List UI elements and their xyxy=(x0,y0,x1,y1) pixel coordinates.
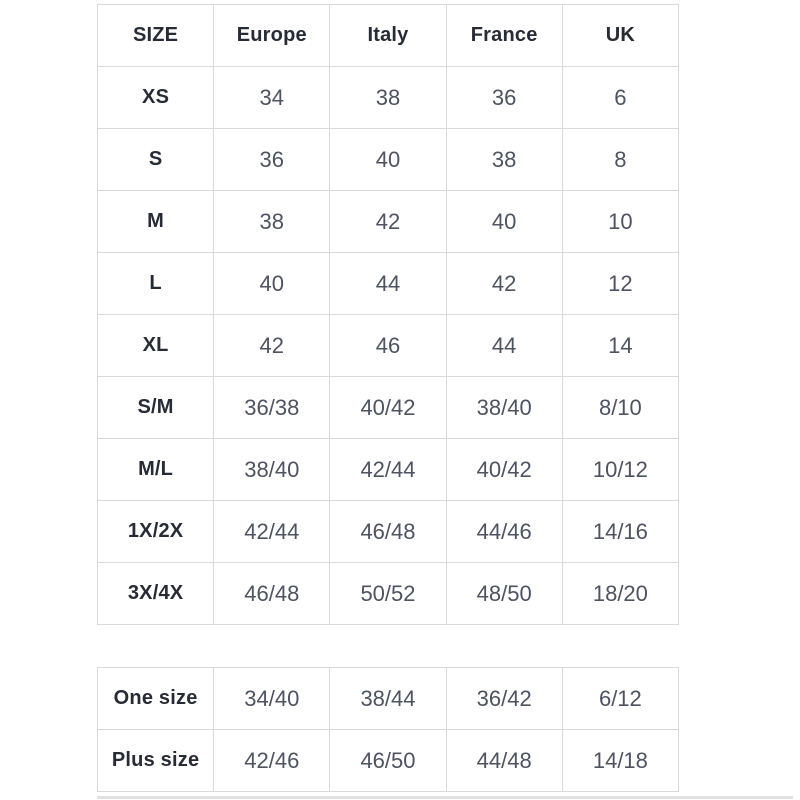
column-header-france: France xyxy=(445,4,563,67)
table-body: One size 34/40 38/44 36/42 6/12 Plus size 42/4… xyxy=(96,667,680,792)
size-conversion-table: SIZE Europe Italy France UK XS 34 38 36 6 S 36 40 38… xyxy=(96,4,680,625)
special-sizes-table: One size 34/40 38/44 36/42 6/12 Plus size 42/4… xyxy=(96,667,680,792)
size-value-cell: 8 xyxy=(561,128,680,191)
size-label: One size xyxy=(96,667,215,730)
size-value-cell: 36/42 xyxy=(445,667,563,730)
table-row: 3X/4X 46/48 50/52 48/50 18/20 xyxy=(96,562,680,625)
table-row: One size 34/40 38/44 36/42 6/12 xyxy=(96,667,680,730)
size-value-cell: 6/12 xyxy=(561,667,680,730)
size-value-cell: 38/40 xyxy=(213,438,331,501)
size-value-cell: 42 xyxy=(213,314,331,377)
size-value-cell: 42/44 xyxy=(329,438,447,501)
size-value-cell: 14/18 xyxy=(561,729,680,792)
size-value-cell: 36/38 xyxy=(213,376,331,439)
size-value-cell: 38 xyxy=(445,128,563,191)
size-value-cell: 38/40 xyxy=(445,376,563,439)
size-label: XL xyxy=(96,314,215,377)
size-label: 3X/4X xyxy=(96,562,215,625)
table-row: M 38 42 40 10 xyxy=(96,190,680,253)
size-value-cell: 42/44 xyxy=(213,500,331,563)
size-value-cell: 18/20 xyxy=(561,562,680,625)
size-value-cell: 42/46 xyxy=(213,729,331,792)
table-row: S 36 40 38 8 xyxy=(96,128,680,191)
size-value-cell: 44 xyxy=(329,252,447,315)
size-value-cell: 14/16 xyxy=(561,500,680,563)
table-row: L 40 44 42 12 xyxy=(96,252,680,315)
table-body: XS 34 38 36 6 S 36 40 38 8 M 38 42 40 10 L 40 44 42 12 XL 42 4… xyxy=(96,66,680,625)
size-value-cell: 44 xyxy=(445,314,563,377)
table-row: M/L 38/40 42/44 40/42 10/12 xyxy=(96,438,680,501)
size-value-cell: 8/10 xyxy=(561,376,680,439)
table-row: 1X/2X 42/44 46/48 44/46 14/16 xyxy=(96,500,680,563)
size-value-cell: 14 xyxy=(561,314,680,377)
size-value-cell: 34 xyxy=(213,66,331,129)
table-header: SIZE Europe Italy France UK xyxy=(96,4,680,67)
column-header-europe: Europe xyxy=(213,4,331,67)
size-value-cell: 40 xyxy=(213,252,331,315)
size-value-cell: 46/50 xyxy=(329,729,447,792)
size-value-cell: 38/44 xyxy=(329,667,447,730)
table-row: XS 34 38 36 6 xyxy=(96,66,680,129)
size-value-cell: 46 xyxy=(329,314,447,377)
size-label: M/L xyxy=(96,438,215,501)
size-value-cell: 12 xyxy=(561,252,680,315)
size-value-cell: 36 xyxy=(213,128,331,191)
column-header-uk: UK xyxy=(561,4,680,67)
header-row: SIZE Europe Italy France UK xyxy=(96,4,680,67)
size-value-cell: 40 xyxy=(445,190,563,253)
column-header-italy: Italy xyxy=(329,4,447,67)
size-value-cell: 6 xyxy=(561,66,680,129)
size-label: L xyxy=(96,252,215,315)
size-label: S/M xyxy=(96,376,215,439)
size-value-cell: 42 xyxy=(445,252,563,315)
size-label: M xyxy=(96,190,215,253)
size-value-cell: 42 xyxy=(329,190,447,253)
size-value-cell: 46/48 xyxy=(213,562,331,625)
next-section-top-edge xyxy=(97,796,793,799)
size-value-cell: 40/42 xyxy=(329,376,447,439)
size-label: S xyxy=(96,128,215,191)
size-value-cell: 38 xyxy=(213,190,331,253)
size-value-cell: 48/50 xyxy=(445,562,563,625)
size-value-cell: 44/46 xyxy=(445,500,563,563)
size-value-cell: 10/12 xyxy=(561,438,680,501)
size-value-cell: 40 xyxy=(329,128,447,191)
size-label: XS xyxy=(96,66,215,129)
size-value-cell: 44/48 xyxy=(445,729,563,792)
size-value-cell: 38 xyxy=(329,66,447,129)
size-value-cell: 10 xyxy=(561,190,680,253)
size-value-cell: 50/52 xyxy=(329,562,447,625)
size-label: Plus size xyxy=(96,729,215,792)
size-value-cell: 46/48 xyxy=(329,500,447,563)
column-header-size: SIZE xyxy=(96,4,215,67)
table-row: S/M 36/38 40/42 38/40 8/10 xyxy=(96,376,680,439)
size-value-cell: 36 xyxy=(445,66,563,129)
table-row: XL 42 46 44 14 xyxy=(96,314,680,377)
size-value-cell: 34/40 xyxy=(213,667,331,730)
size-label: 1X/2X xyxy=(96,500,215,563)
size-value-cell: 40/42 xyxy=(445,438,563,501)
table-row: Plus size 42/46 46/50 44/48 14/18 xyxy=(96,729,680,792)
